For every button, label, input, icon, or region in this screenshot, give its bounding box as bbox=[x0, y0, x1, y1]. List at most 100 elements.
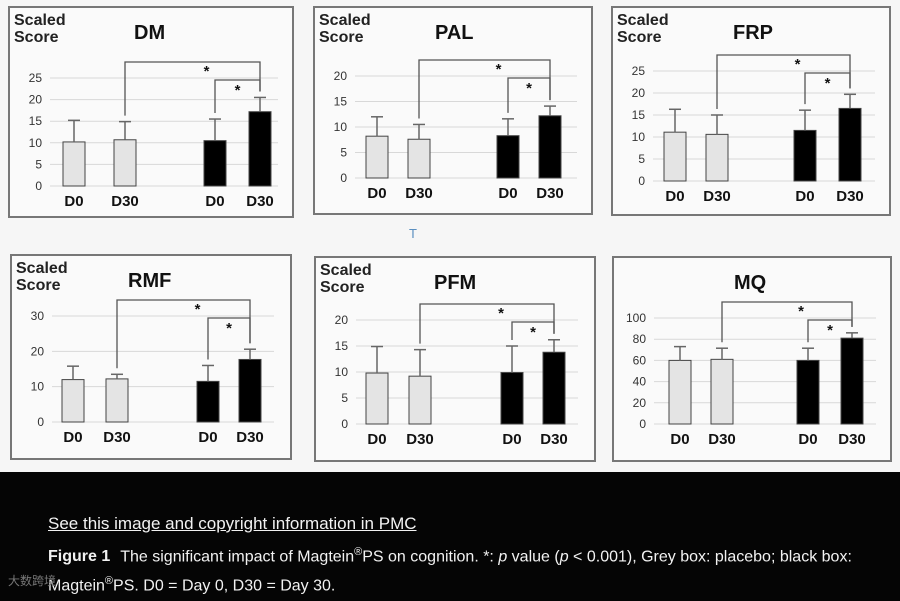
chart-svg: 0 5 10 15 20 D0 D30 D0 D30 * * bbox=[335, 303, 578, 448]
y-tick-label: 10 bbox=[335, 365, 349, 379]
bar bbox=[238, 358, 262, 423]
x-category-label: D0 bbox=[502, 431, 521, 448]
significance-star: * bbox=[825, 75, 831, 92]
bar bbox=[365, 135, 389, 179]
significance-star: * bbox=[526, 80, 532, 97]
significance-bracket bbox=[419, 303, 555, 344]
y-tick-label: 15 bbox=[29, 114, 43, 128]
y-tick-label: 5 bbox=[35, 157, 42, 171]
panel-rmf: Scaled Score RMF 0 10 20 30 D0 D30 D0 D30 * * bbox=[10, 254, 292, 460]
y-tick-label: 10 bbox=[632, 130, 646, 144]
y-axis-header: Scaled Score bbox=[14, 12, 66, 46]
significance-star: * bbox=[235, 82, 241, 99]
caption-part: value ( bbox=[507, 548, 560, 566]
bar bbox=[408, 375, 432, 425]
y-tick-label: 20 bbox=[31, 344, 45, 358]
significance-star: * bbox=[195, 301, 201, 318]
bar bbox=[248, 111, 272, 187]
caption-p: p bbox=[559, 548, 569, 566]
x-category-label: D30 bbox=[838, 431, 866, 448]
registered-mark: ® bbox=[104, 575, 114, 588]
significance-star: * bbox=[498, 305, 504, 322]
bar bbox=[840, 337, 864, 425]
y-axis-header: Scaled Score bbox=[617, 12, 669, 46]
x-category-label: D30 bbox=[536, 185, 564, 202]
significance-star: * bbox=[798, 303, 804, 320]
y-tick-label: 20 bbox=[29, 93, 43, 107]
x-category-label: D0 bbox=[198, 429, 217, 446]
pmc-link[interactable]: See this image and copyright information… bbox=[48, 514, 417, 533]
bar bbox=[663, 131, 687, 182]
bar bbox=[710, 358, 734, 425]
figure-caption: Figure 1 The significant impact of Magtei… bbox=[48, 540, 878, 599]
x-category-label: D0 bbox=[795, 188, 814, 205]
significance-bracket bbox=[721, 301, 853, 343]
bar bbox=[500, 372, 524, 425]
y-tick-label: 15 bbox=[335, 339, 349, 353]
significance-star: * bbox=[795, 56, 801, 73]
x-category-label: D30 bbox=[703, 188, 731, 205]
y-tick-label: 40 bbox=[633, 375, 647, 389]
significance-star: * bbox=[530, 324, 536, 341]
bar bbox=[196, 380, 220, 423]
bar bbox=[838, 107, 862, 182]
x-category-label: D30 bbox=[405, 185, 433, 202]
y-tick-label: 60 bbox=[633, 353, 647, 367]
bar bbox=[705, 133, 729, 182]
x-category-label: D0 bbox=[665, 188, 684, 205]
bar bbox=[496, 135, 520, 179]
y-tick-label: 10 bbox=[29, 136, 43, 150]
bar bbox=[365, 372, 389, 425]
bar bbox=[538, 115, 562, 179]
x-category-label: D30 bbox=[111, 193, 139, 210]
caption-part: < 0.001), Grey box: placebo; black box: … bbox=[48, 548, 852, 595]
x-category-label: D30 bbox=[103, 429, 131, 446]
y-tick-label: 10 bbox=[334, 120, 348, 134]
significance-star: * bbox=[827, 322, 833, 339]
x-category-label: D0 bbox=[367, 431, 386, 448]
y-axis-header: Scaled Score bbox=[16, 260, 68, 294]
x-category-label: D0 bbox=[798, 431, 817, 448]
chart-svg: 0 5 10 15 20 25 D0 D30 D0 D30 * * bbox=[632, 54, 875, 205]
significance-bracket bbox=[511, 321, 555, 340]
significance-bracket bbox=[507, 77, 551, 113]
y-tick-label: 5 bbox=[340, 146, 347, 160]
panel-title: FRP bbox=[733, 22, 773, 44]
x-category-label: D0 bbox=[64, 193, 83, 210]
figure-area: Scaled Score DM 0 5 10 15 20 25 D0 D30 D0 D30 * * Sc… bbox=[8, 6, 892, 462]
caption-p: p bbox=[498, 548, 508, 566]
figure-label: Figure 1 bbox=[48, 548, 111, 566]
significance-bracket bbox=[124, 61, 261, 116]
bar bbox=[105, 378, 129, 423]
x-category-label: D0 bbox=[670, 431, 689, 448]
x-category-label: D0 bbox=[498, 185, 517, 202]
y-tick-label: 0 bbox=[639, 417, 646, 431]
x-category-label: D0 bbox=[205, 193, 224, 210]
panel-mq: MQ 0 20 40 60 80 100 D0 D30 D0 D30 * * bbox=[612, 256, 892, 462]
registered-mark: ® bbox=[354, 546, 363, 558]
x-category-label: D30 bbox=[708, 431, 736, 448]
y-tick-label: 0 bbox=[340, 171, 347, 185]
bar bbox=[113, 139, 137, 187]
bar bbox=[793, 129, 817, 182]
significance-bracket bbox=[214, 79, 261, 114]
y-tick-label: 20 bbox=[633, 396, 647, 410]
y-tick-label: 25 bbox=[632, 64, 646, 78]
bar bbox=[203, 140, 227, 187]
y-tick-label: 80 bbox=[633, 332, 647, 346]
chart-svg: 0 5 10 15 20 25 D0 D30 D0 D30 * * bbox=[29, 61, 278, 210]
significance-star: * bbox=[204, 63, 210, 80]
caption-part: PS on cognition. *: bbox=[362, 548, 499, 566]
watermark-logo: 大数跨境 bbox=[8, 574, 57, 588]
y-tick-label: 25 bbox=[29, 71, 43, 85]
y-tick-label: 10 bbox=[31, 380, 45, 394]
y-tick-label: 0 bbox=[37, 415, 44, 429]
significance-bracket bbox=[716, 54, 851, 109]
panel-title: MQ bbox=[734, 272, 767, 294]
caption-area: See this image and copyright information… bbox=[0, 472, 900, 601]
x-category-label: D0 bbox=[63, 429, 82, 446]
y-axis-header: Scaled Score bbox=[320, 262, 372, 296]
caption-part: The significant impact of Magtein bbox=[120, 548, 355, 566]
x-category-label: D30 bbox=[540, 431, 568, 448]
panel-pfm: Scaled Score PFM 0 5 10 15 20 D0 D30 D0 D30 * * bbox=[314, 256, 596, 462]
